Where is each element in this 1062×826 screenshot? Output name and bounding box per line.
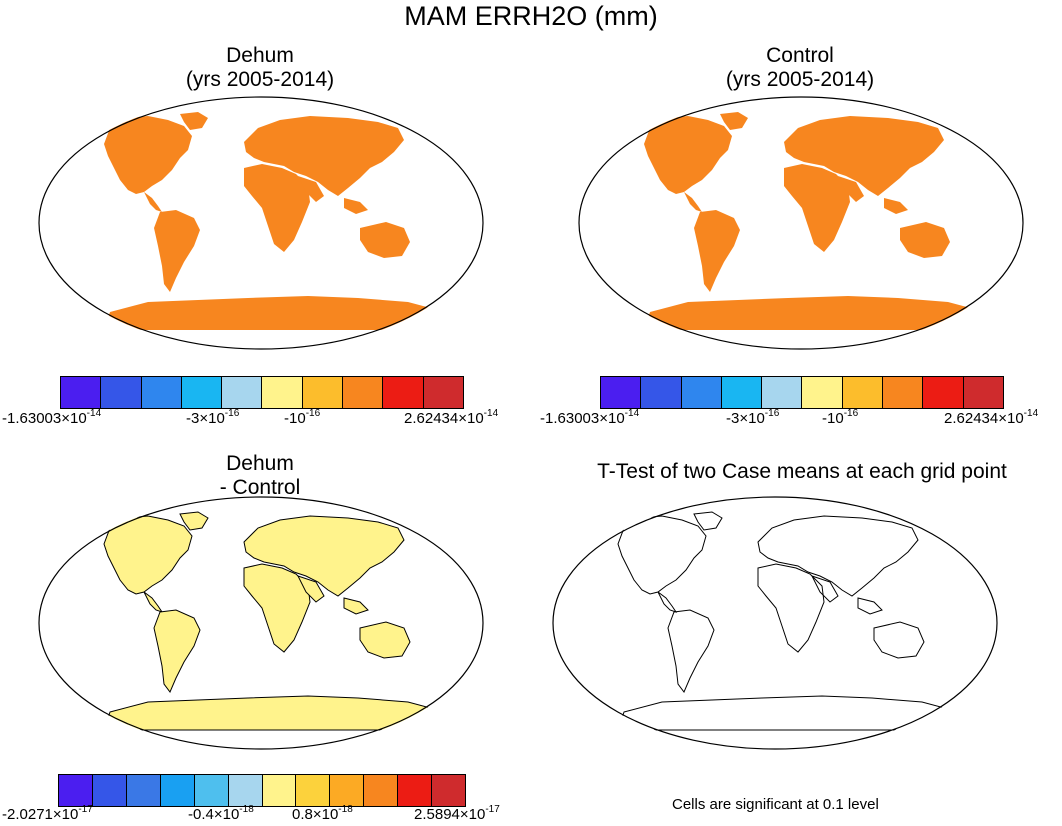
dehum-title: Dehum (yrs 2005-2014) — [40, 44, 480, 92]
cb3-label-2-base: -0.4×10 — [188, 806, 240, 823]
diff-title-line2: - Control — [219, 476, 301, 499]
control-title: Control (yrs 2005-2014) — [580, 44, 1020, 92]
cb2-label-3-base: -10 — [822, 410, 844, 427]
significance-note: Cells are significant at 0.1 level — [672, 796, 879, 813]
cb3-label-1-base: -2.0271×10 — [2, 806, 79, 823]
cb2-swatch-10 — [963, 377, 1003, 408]
cb2-label-2-base: -3×10 — [726, 410, 765, 427]
cb1-swatch-8 — [343, 377, 384, 408]
cb3-swatch-7 — [262, 775, 297, 806]
cb1-label-3: -10-16 — [284, 408, 321, 428]
cb3-label-3-base: 0.8×10 — [292, 806, 339, 823]
diff-title: Dehum - Control — [40, 452, 480, 500]
control-map — [578, 96, 1024, 350]
cb1-label-2-exp: -16 — [224, 408, 240, 419]
control-title-line1: Control — [766, 44, 834, 67]
cb3-swatch-10 — [364, 775, 399, 806]
cb3-label-4-exp: -17 — [485, 804, 500, 815]
cb3-label-2-exp: -18 — [239, 804, 254, 815]
dehum-map-border — [38, 96, 484, 350]
cb1-label-1: -1.63003×10-14 — [2, 408, 102, 428]
cb1-swatch-7 — [302, 377, 344, 408]
cb2-swatch-3 — [681, 377, 722, 408]
cb1-label-2-base: -3×10 — [186, 410, 225, 427]
colorbar-control — [600, 376, 1004, 409]
cb3-label-1-exp: -17 — [78, 804, 93, 815]
cb3-label-3: 0.8×10-18 — [292, 804, 353, 824]
cb3-swatch-8 — [296, 775, 331, 806]
cb3-swatch-5 — [194, 775, 229, 806]
cb3-swatch-11 — [398, 775, 433, 806]
cb1-label-4: 2.62434×10-14 — [404, 408, 499, 428]
cb3-label-4-base: 2.5894×10 — [414, 806, 486, 823]
ttest-map-border — [552, 496, 998, 750]
cb3-swatch-2 — [92, 775, 127, 806]
cb3-swatch-1 — [59, 775, 93, 806]
cb2-label-4-base: 2.62434×10 — [944, 410, 1024, 427]
cb1-swatch-1 — [61, 377, 102, 408]
cb1-label-2: -3×10-16 — [186, 408, 240, 428]
cb2-swatch-2 — [641, 377, 682, 408]
cb1-label-1-base: -1.63003×10 — [2, 410, 87, 427]
cb1-label-3-base: -10 — [284, 410, 306, 427]
colorbar-diff — [58, 774, 466, 807]
ttest-map — [552, 496, 998, 750]
control-map-border — [578, 96, 1024, 350]
diff-map-border — [38, 496, 484, 750]
cb3-swatch-6 — [228, 775, 263, 806]
cb1-swatch-9 — [383, 377, 424, 408]
cb2-swatch-4 — [721, 377, 763, 408]
cb1-label-4-exp: -14 — [483, 408, 499, 419]
cb2-swatch-8 — [883, 377, 924, 408]
cb1-swatch-5 — [222, 377, 263, 408]
cb2-label-1-exp: -14 — [624, 408, 640, 419]
colorbar-dehum — [60, 376, 464, 409]
cb2-swatch-5 — [762, 377, 803, 408]
cb3-swatch-9 — [330, 775, 365, 806]
cb3-swatch-4 — [160, 775, 195, 806]
cb3-label-2: -0.4×10-18 — [188, 804, 254, 824]
cb2-swatch-9 — [923, 377, 964, 408]
cb2-label-2-exp: -16 — [764, 408, 780, 419]
control-title-line2: (yrs 2005-2014) — [725, 68, 875, 91]
cb1-label-1-exp: -14 — [86, 408, 102, 419]
figure-title: MAM ERRH2O (mm) — [404, 1, 658, 31]
diff-title-line1: Dehum — [226, 452, 294, 475]
cb3-label-4: 2.5894×10-17 — [414, 804, 500, 824]
cb3-swatch-3 — [126, 775, 161, 806]
cb1-swatch-3 — [141, 377, 182, 408]
cb2-label-4-exp: -14 — [1023, 408, 1039, 419]
cb2-label-4: 2.62434×10-14 — [944, 408, 1039, 428]
cb3-swatch-12 — [432, 775, 466, 806]
cb3-label-3-exp: -18 — [338, 804, 353, 815]
dehum-title-line1: Dehum — [226, 44, 294, 67]
cb2-label-1: -1.63003×10-14 — [540, 408, 640, 428]
cb1-swatch-2 — [101, 377, 142, 408]
cb1-swatch-4 — [181, 377, 223, 408]
ttest-title: T-Test of two Case means at each grid po… — [597, 460, 1007, 483]
cb1-label-4-base: 2.62434×10 — [404, 410, 484, 427]
cb1-swatch-10 — [423, 377, 463, 408]
cb2-label-2: -3×10-16 — [726, 408, 780, 428]
dehum-map — [38, 96, 484, 350]
cb2-swatch-6 — [802, 377, 843, 408]
cb2-swatch-1 — [601, 377, 642, 408]
cb2-label-3: -10-16 — [822, 408, 859, 428]
cb3-label-1: -2.0271×10-17 — [2, 804, 93, 824]
diff-map — [38, 496, 484, 750]
dehum-title-line2: (yrs 2005-2014) — [185, 68, 335, 91]
cb2-label-3-exp: -16 — [843, 408, 859, 419]
cb1-swatch-6 — [262, 377, 303, 408]
cb1-label-3-exp: -16 — [305, 408, 321, 419]
cb2-label-1-base: -1.63003×10 — [540, 410, 625, 427]
cb2-swatch-7 — [842, 377, 884, 408]
